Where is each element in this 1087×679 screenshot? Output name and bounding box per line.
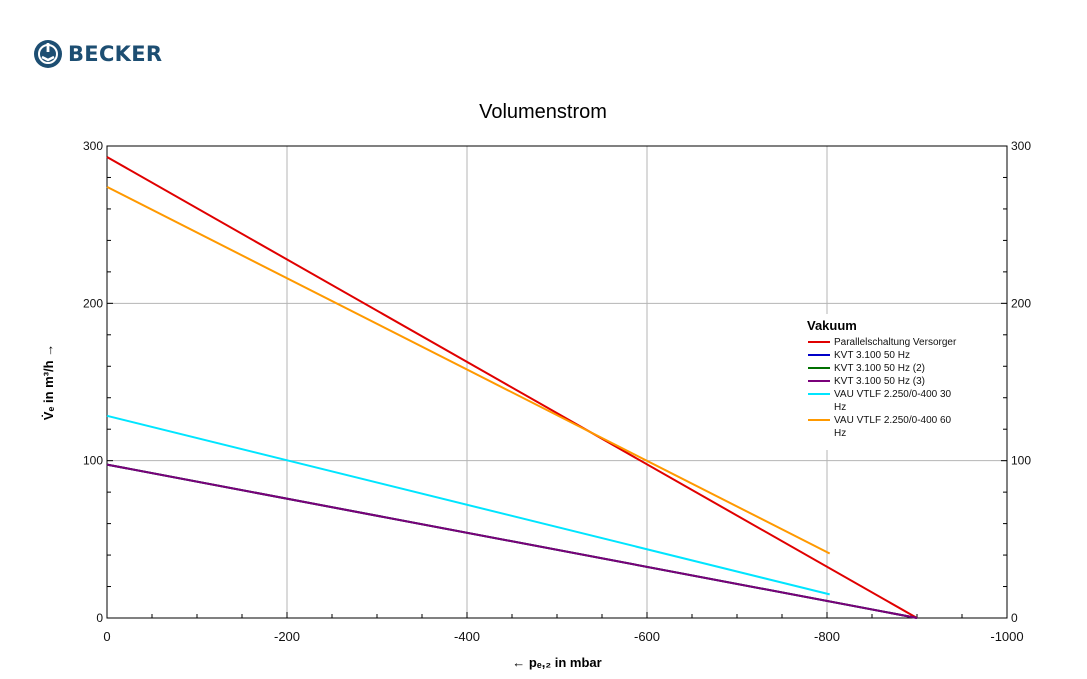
legend-entry-label: KVT 3.100 50 Hz (3) (834, 376, 925, 387)
series-line (106, 414, 830, 596)
x-tick-label: -800 (814, 629, 840, 644)
chart-title: Volumenstrom (479, 101, 607, 123)
legend-entry-label-cont: Hz (834, 402, 846, 413)
legend-entry-label: VAU VTLF 2.250/0-400 60 (834, 415, 952, 426)
series-line (106, 463, 918, 619)
x-tick-labels: 0 -200 -400 -600 -800 -1000 (103, 629, 1023, 644)
y-tick-label-right: 100 (1011, 454, 1031, 468)
legend-background (802, 314, 972, 450)
y-tick-labels-left: 0 100 200 300 (83, 139, 103, 625)
legend-title: Vakuum (807, 318, 857, 333)
y-tick-labels-right: 0 100 200 300 (1011, 139, 1031, 625)
x-tick-label: -1000 (990, 629, 1023, 644)
brand-name: BECKER (68, 42, 163, 66)
y-tick-label-right: 300 (1011, 139, 1031, 153)
legend-entry-label: KVT 3.100 50 Hz (2) (834, 363, 925, 374)
x-tick-label: -600 (634, 629, 660, 644)
legend: Vakuum Parallelschaltung Versorger KVT 3.… (802, 314, 972, 450)
grid (107, 146, 1007, 618)
y-tick-label-right: 0 (1011, 611, 1018, 625)
legend-entry-label: Parallelschaltung Versorger (834, 337, 957, 348)
x-tick-label: -200 (274, 629, 300, 644)
x-axis-label: ← pₑ,₂ in mbar (512, 655, 601, 670)
y-axis-label: V̇ₑ in m³/h → (41, 344, 56, 420)
y-tick-label: 200 (83, 296, 103, 310)
series-lines (106, 156, 918, 619)
legend-entry-label-cont: Hz (834, 428, 846, 439)
y-tick-label: 100 (83, 454, 103, 468)
legend-entry-label: VAU VTLF 2.250/0-400 30 (834, 389, 952, 400)
legend-entry-label: KVT 3.100 50 Hz (834, 350, 910, 361)
x-tick-label: 0 (103, 629, 110, 644)
becker-logo: BECKER (33, 38, 162, 70)
x-tick-label: -400 (454, 629, 480, 644)
plot-frame (106, 145, 1008, 619)
becker-logo-icon (34, 40, 62, 68)
y-tick-label: 300 (83, 139, 103, 153)
series-line (106, 156, 918, 619)
series-line (106, 186, 831, 555)
y-tick-label-right: 200 (1011, 296, 1031, 310)
y-tick-label: 0 (96, 611, 103, 625)
